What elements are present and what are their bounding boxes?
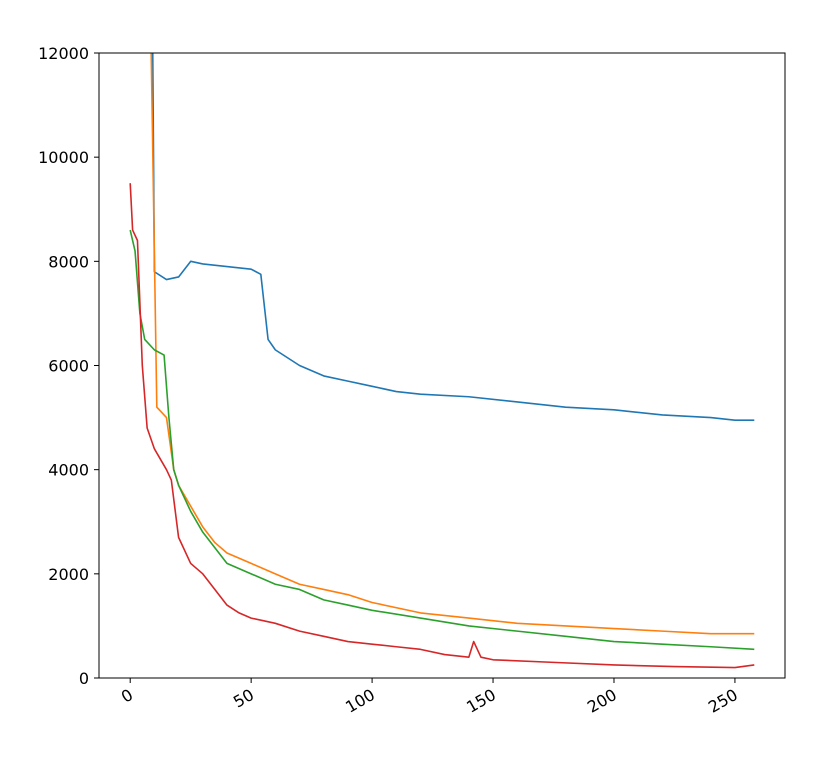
y-tick-label: 12000	[38, 44, 89, 63]
x-tick-label: 200	[584, 685, 620, 717]
series-line	[150, 53, 755, 635]
x-tick-label: 0	[118, 685, 136, 707]
x-tick-label: 100	[342, 685, 378, 717]
axes-frame	[98, 52, 786, 679]
x-tick-label: 150	[463, 685, 499, 717]
plot-area	[129, 53, 755, 669]
y-tick-label: 8000	[48, 252, 89, 271]
series-line	[129, 183, 755, 669]
y-tick-label: 6000	[48, 357, 89, 376]
y-tick-label: 10000	[38, 148, 89, 167]
x-tick-label: 50	[230, 685, 257, 712]
series-line	[129, 229, 755, 651]
x-tick-label: 250	[705, 685, 741, 717]
y-tick-label: 2000	[48, 565, 89, 584]
y-tick-label: 4000	[48, 461, 89, 480]
y-tick-label: 0	[79, 669, 89, 688]
series-line	[151, 53, 755, 421]
